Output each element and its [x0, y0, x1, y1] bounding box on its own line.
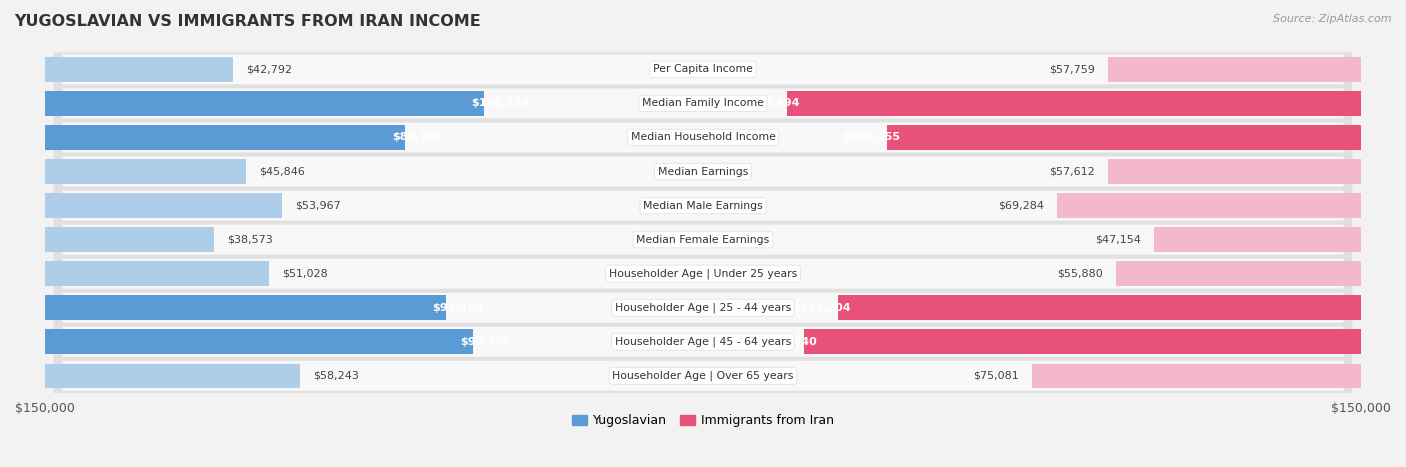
Text: $100,119: $100,119 — [471, 99, 530, 108]
Text: Median Household Income: Median Household Income — [630, 133, 776, 142]
Text: Median Earnings: Median Earnings — [658, 167, 748, 177]
Text: Median Male Earnings: Median Male Earnings — [643, 200, 763, 211]
Text: Householder Age | 25 - 44 years: Householder Age | 25 - 44 years — [614, 303, 792, 313]
FancyBboxPatch shape — [53, 222, 1353, 257]
Text: $108,055: $108,055 — [842, 133, 900, 142]
Bar — [45, 227, 214, 252]
Text: $55,880: $55,880 — [1057, 269, 1102, 279]
Text: Householder Age | Under 25 years: Householder Age | Under 25 years — [609, 269, 797, 279]
Text: $126,940: $126,940 — [759, 337, 817, 347]
Text: $119,204: $119,204 — [793, 303, 851, 313]
Bar — [1032, 363, 1361, 388]
Bar — [45, 125, 405, 150]
FancyBboxPatch shape — [53, 256, 1353, 291]
Text: $45,846: $45,846 — [259, 167, 305, 177]
Bar — [45, 57, 232, 82]
Text: $38,573: $38,573 — [228, 234, 273, 245]
Legend: Yugoslavian, Immigrants from Iran: Yugoslavian, Immigrants from Iran — [568, 410, 838, 431]
Text: $51,028: $51,028 — [283, 269, 328, 279]
Bar — [838, 296, 1361, 320]
FancyBboxPatch shape — [53, 188, 1353, 223]
FancyBboxPatch shape — [62, 122, 1344, 152]
FancyBboxPatch shape — [53, 325, 1353, 359]
FancyBboxPatch shape — [53, 52, 1353, 86]
FancyBboxPatch shape — [62, 327, 1344, 357]
Text: Median Family Income: Median Family Income — [643, 99, 763, 108]
Bar — [787, 91, 1361, 116]
FancyBboxPatch shape — [53, 86, 1353, 120]
Text: $57,612: $57,612 — [1049, 167, 1095, 177]
FancyBboxPatch shape — [62, 293, 1344, 323]
Text: $57,759: $57,759 — [1049, 64, 1094, 74]
FancyBboxPatch shape — [62, 259, 1344, 289]
Bar — [1154, 227, 1361, 252]
Text: $82,186: $82,186 — [392, 133, 443, 142]
Text: $69,284: $69,284 — [998, 200, 1043, 211]
FancyBboxPatch shape — [62, 156, 1344, 186]
Text: $42,792: $42,792 — [246, 64, 292, 74]
Bar — [804, 330, 1361, 354]
Bar — [45, 159, 246, 184]
FancyBboxPatch shape — [53, 290, 1353, 325]
Bar — [45, 363, 301, 388]
FancyBboxPatch shape — [62, 88, 1344, 119]
FancyBboxPatch shape — [53, 154, 1353, 189]
FancyBboxPatch shape — [62, 225, 1344, 255]
Text: $53,967: $53,967 — [295, 200, 340, 211]
Bar — [45, 91, 484, 116]
Text: Source: ZipAtlas.com: Source: ZipAtlas.com — [1274, 14, 1392, 24]
Text: $91,368: $91,368 — [433, 303, 484, 313]
Text: $130,894: $130,894 — [741, 99, 800, 108]
Text: $47,154: $47,154 — [1095, 234, 1142, 245]
Text: $97,558: $97,558 — [460, 337, 510, 347]
Text: Median Female Earnings: Median Female Earnings — [637, 234, 769, 245]
Bar — [887, 125, 1361, 150]
Bar — [45, 296, 446, 320]
FancyBboxPatch shape — [53, 359, 1353, 393]
Text: $75,081: $75,081 — [973, 371, 1018, 381]
Text: Householder Age | 45 - 64 years: Householder Age | 45 - 64 years — [614, 337, 792, 347]
Text: Per Capita Income: Per Capita Income — [652, 64, 754, 74]
Bar — [1116, 262, 1361, 286]
Bar — [45, 193, 281, 218]
FancyBboxPatch shape — [62, 54, 1344, 85]
FancyBboxPatch shape — [53, 120, 1353, 155]
Bar — [1057, 193, 1361, 218]
Bar — [45, 262, 269, 286]
Text: $58,243: $58,243 — [314, 371, 360, 381]
Bar — [1108, 57, 1361, 82]
FancyBboxPatch shape — [62, 191, 1344, 220]
Text: YUGOSLAVIAN VS IMMIGRANTS FROM IRAN INCOME: YUGOSLAVIAN VS IMMIGRANTS FROM IRAN INCO… — [14, 14, 481, 29]
Text: Householder Age | Over 65 years: Householder Age | Over 65 years — [612, 370, 794, 381]
Bar — [1108, 159, 1361, 184]
Bar — [45, 330, 472, 354]
FancyBboxPatch shape — [62, 361, 1344, 391]
